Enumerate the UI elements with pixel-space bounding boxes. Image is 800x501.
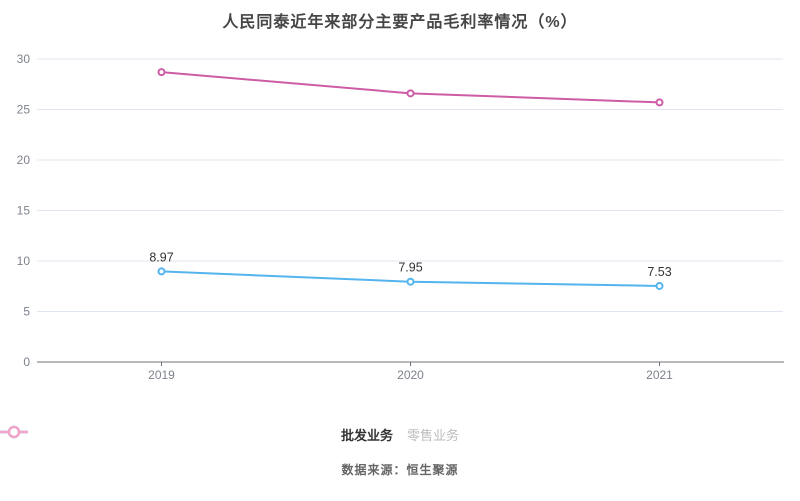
legend-label: 批发业务 (340, 428, 393, 443)
y-axis-tick-label: 10 (17, 254, 31, 268)
data-point-marker[interactable] (655, 98, 664, 107)
data-point-marker[interactable] (406, 89, 415, 98)
chart-legend: 批发业务 零售业务 (0, 425, 800, 447)
y-axis-tick-label: 25 (17, 103, 31, 117)
data-point-marker[interactable] (157, 68, 166, 77)
series-line-零售业务 (160, 71, 661, 104)
y-axis-tick-label: 20 (17, 153, 31, 167)
x-axis-tick-label: 2019 (148, 368, 175, 382)
data-point-marker[interactable] (655, 281, 664, 290)
line-chart-plot-area: 0 5 10 15 20 25 30 2019 2020 2021 8.97 7.95 7.53 (17, 52, 784, 382)
data-point-marker[interactable] (157, 267, 166, 276)
x-axis-tick-label: 2021 (646, 368, 673, 382)
line-circle-icon (0, 425, 28, 439)
data-point-marker[interactable] (406, 277, 415, 286)
data-source-note: 数据来源：恒生聚源 (341, 463, 459, 477)
data-point-label: 8.97 (149, 250, 173, 264)
y-axis-tick-label: 5 (23, 305, 30, 319)
y-axis-tick-label: 0 (23, 355, 30, 369)
data-point-label: 7.53 (647, 265, 671, 279)
y-axis-tick-label: 15 (17, 204, 31, 218)
y-axis-tick-label: 30 (17, 52, 31, 66)
legend-label: 零售业务 (407, 428, 460, 443)
legend-item-零售业务[interactable]: 零售业务 (0, 425, 460, 447)
chart-title: 人民同泰近年来部分主要产品毛利率情况（%） (222, 14, 578, 31)
legend-item-批发业务[interactable]: 批发业务 (0, 425, 393, 447)
data-point-label: 7.95 (398, 261, 422, 275)
x-axis-tick-label: 2020 (397, 368, 424, 382)
